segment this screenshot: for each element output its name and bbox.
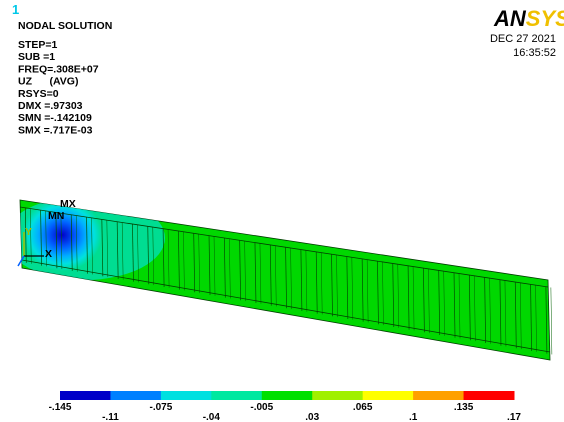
date: DEC 27 2021 xyxy=(490,33,556,45)
ansys-viewport: 1 NODAL SOLUTION STEP=1SUB =1FREQ=.308E+0… xyxy=(0,0,564,422)
legend-label: .135 xyxy=(454,402,474,413)
legend-swatch xyxy=(363,391,414,400)
logo-dark: AN xyxy=(493,6,527,31)
header-line: FREQ=.308E+07 xyxy=(18,63,99,75)
logo-light: SYS xyxy=(526,6,564,31)
header-line: UZ (AVG) xyxy=(18,76,78,88)
header-line: SMX =.717E-03 xyxy=(18,124,93,136)
page: {"window_number": "1", "header": ["NODAL… xyxy=(0,0,564,422)
header-line: SMN =-.142109 xyxy=(18,112,92,124)
legend-label: -.04 xyxy=(203,412,221,422)
legend-swatch xyxy=(312,391,363,400)
legend-swatch xyxy=(464,391,515,400)
legend-swatch xyxy=(262,391,313,400)
legend-label: .1 xyxy=(409,412,418,422)
header-line: DMX =.97303 xyxy=(18,100,83,112)
legend-label: .17 xyxy=(507,412,521,422)
window-number: 1 xyxy=(12,2,19,17)
triad-x-label: X xyxy=(45,248,52,260)
legend-swatch xyxy=(60,391,111,400)
header-line: SUB =1 xyxy=(18,51,55,63)
max-marker: MX xyxy=(60,198,76,210)
legend-swatch xyxy=(413,391,464,400)
ansys-logo: ANSYS xyxy=(493,6,564,31)
header-line: RSYS=0 xyxy=(18,88,59,100)
legend-swatch xyxy=(211,391,262,400)
min-marker: MN xyxy=(48,210,64,222)
legend-label: .065 xyxy=(353,402,373,413)
header-line: NODAL SOLUTION xyxy=(18,20,112,32)
legend-label: -.145 xyxy=(49,402,72,413)
legend-swatch xyxy=(161,391,212,400)
legend-label: .03 xyxy=(305,412,319,422)
header-line: STEP=1 xyxy=(18,39,58,51)
legend-label: -.075 xyxy=(149,402,172,413)
legend-label: -.11 xyxy=(102,412,119,422)
triad-y-label: Y xyxy=(25,226,32,238)
legend-swatch xyxy=(110,391,161,400)
legend-label: -.005 xyxy=(250,402,273,413)
time: 16:35:52 xyxy=(513,47,556,59)
